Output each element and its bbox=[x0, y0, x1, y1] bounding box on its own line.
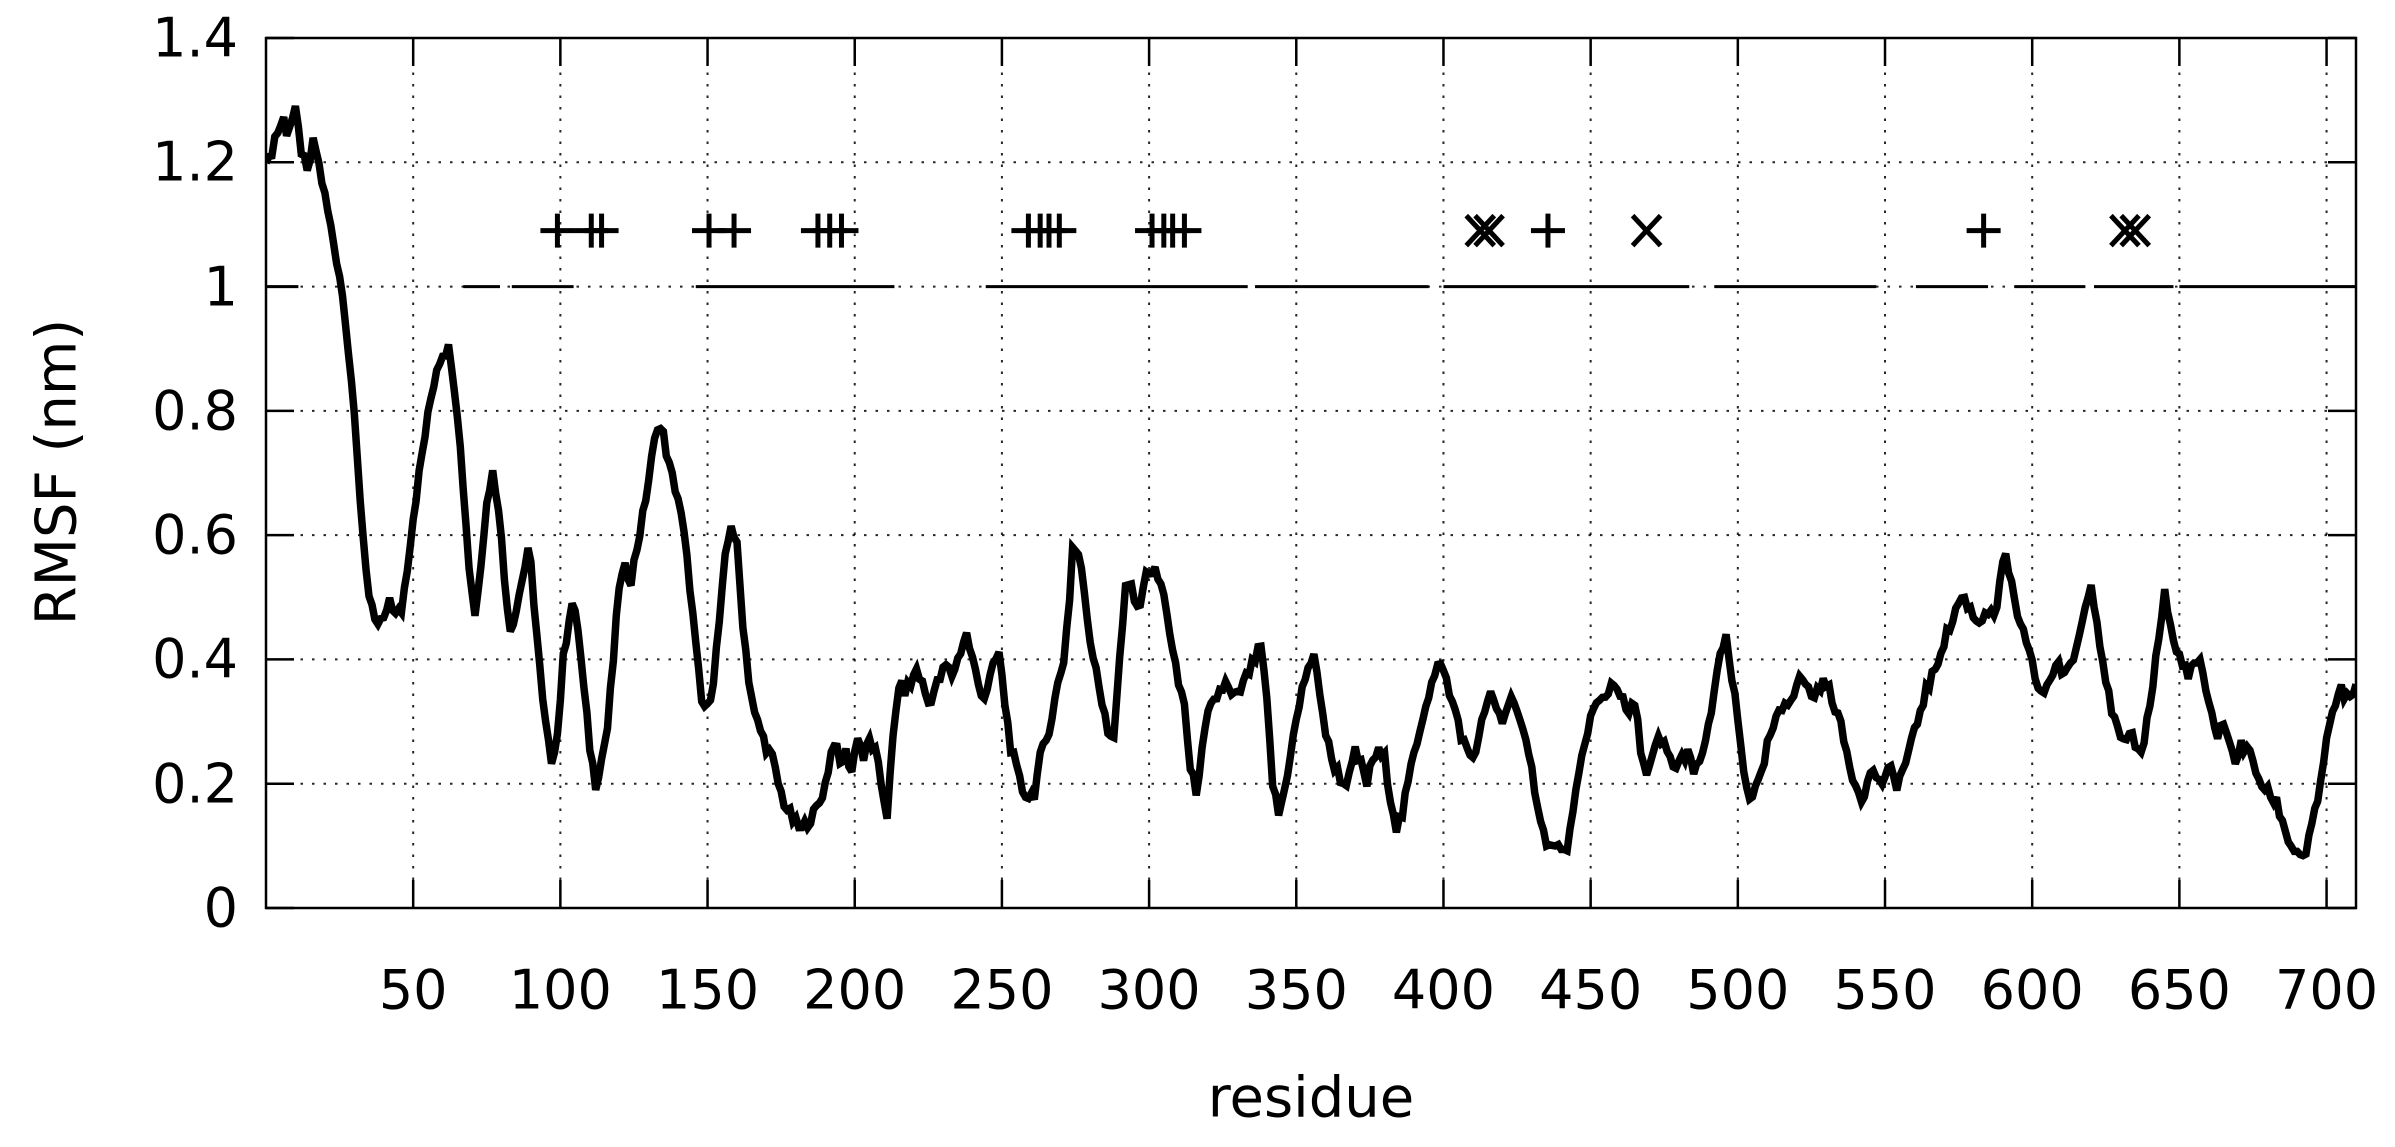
x-tick-label: 200 bbox=[803, 958, 907, 1022]
x-tick-label: 650 bbox=[2127, 958, 2231, 1022]
y-tick-label: 0.2 bbox=[152, 752, 238, 816]
plus-marker bbox=[1042, 213, 1077, 248]
cross-marker bbox=[1630, 213, 1663, 248]
y-tick-label: 1.2 bbox=[152, 130, 238, 194]
plus-marker bbox=[1167, 213, 1202, 248]
y-tick-label: 0 bbox=[203, 876, 238, 940]
x-tick-label: 100 bbox=[508, 958, 612, 1022]
x-tick-label: 400 bbox=[1391, 958, 1495, 1022]
plus-marker bbox=[717, 213, 752, 248]
x-tick-label: 450 bbox=[1539, 958, 1643, 1022]
x-tick-label: 350 bbox=[1244, 958, 1348, 1022]
y-tick-label: 0.6 bbox=[152, 503, 238, 567]
x-tick-label: 550 bbox=[1833, 958, 1937, 1022]
plus-marker bbox=[824, 213, 859, 248]
cross-marker bbox=[1473, 213, 1505, 248]
plus-marker bbox=[1530, 213, 1565, 248]
rmsf-line bbox=[266, 105, 2356, 860]
x-tick-label: 300 bbox=[1097, 958, 1201, 1022]
cross-marker bbox=[2119, 213, 2152, 248]
x-tick-label: 700 bbox=[2275, 958, 2379, 1022]
x-tick-label: 250 bbox=[950, 958, 1054, 1022]
y-tick-label: 0.4 bbox=[152, 627, 238, 691]
y-tick-label: 1.4 bbox=[152, 6, 238, 70]
y-axis-label: RMSF (nm) bbox=[24, 318, 90, 626]
plus-marker bbox=[1966, 213, 2001, 248]
plus-marker bbox=[540, 213, 575, 248]
x-tick-label: 500 bbox=[1686, 958, 1790, 1022]
cross-marker bbox=[2109, 213, 2141, 248]
y-tick-label: 1 bbox=[203, 255, 238, 319]
y-tick-label: 0.8 bbox=[152, 379, 238, 443]
x-tick-label: 150 bbox=[656, 958, 760, 1022]
x-tick-label: 600 bbox=[1980, 958, 2084, 1022]
plot-border bbox=[264, 36, 2358, 910]
cross-marker bbox=[1464, 213, 1497, 248]
x-axis-label: residue bbox=[1207, 1065, 1415, 1131]
plus-marker bbox=[584, 213, 619, 248]
x-tick-label: 50 bbox=[378, 958, 448, 1022]
